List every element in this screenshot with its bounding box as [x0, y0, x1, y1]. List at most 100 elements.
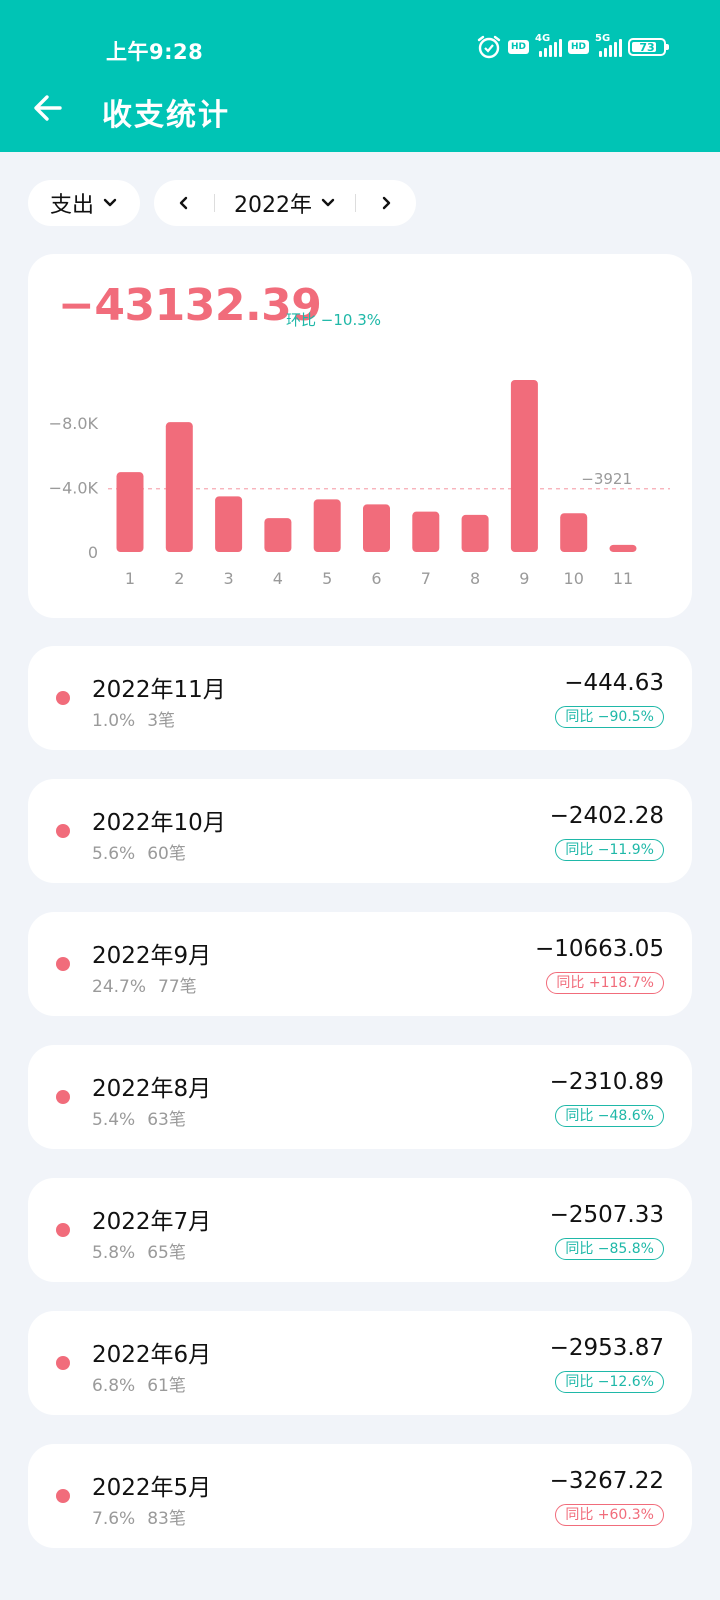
signal-4g-icon: 4G — [535, 33, 562, 57]
month-item[interactable]: 2022年6月 6.8% 61笔 −2953.87 同比 −12.6% — [28, 1311, 692, 1415]
bar-month-2 — [165, 422, 193, 552]
app-bar: 上午9:28 HD 4G HD 5G 73 收支统计 — [0, 0, 720, 152]
month-item[interactable]: 2022年9月 24.7% 77笔 −10663.05 同比 +118.7% — [28, 912, 692, 1016]
yoy-value: −85.8% — [597, 1241, 654, 1257]
yoy-value: −11.9% — [597, 842, 654, 858]
bar-month-10 — [560, 513, 588, 552]
month-count: 3笔 — [147, 711, 176, 731]
x-tick-label: 8 — [470, 569, 480, 588]
month-amount: −3267.22 — [549, 1468, 664, 1494]
month-share: 5.4% — [92, 1110, 136, 1130]
yoy-badge: 同比 −90.5% — [555, 706, 664, 728]
month-count: 60笔 — [147, 844, 186, 864]
month-amount: −2507.33 — [549, 1202, 664, 1228]
yoy-badge: 同比 +118.7% — [546, 972, 664, 994]
month-share: 24.7% — [92, 977, 147, 997]
type-dropdown[interactable]: 支出 — [28, 180, 140, 226]
chevron-left-icon — [179, 196, 188, 210]
divider — [214, 194, 215, 212]
month-title: 2022年11月 — [92, 677, 226, 703]
chevron-down-icon — [103, 198, 117, 207]
month-share: 7.6% — [92, 1509, 136, 1529]
month-item[interactable]: 2022年10月 5.6% 60笔 −2402.28 同比 −11.9% — [28, 779, 692, 883]
x-tick-label: 3 — [224, 569, 234, 588]
month-item[interactable]: 2022年7月 5.8% 65笔 −2507.33 同比 −85.8% — [28, 1178, 692, 1282]
year-dropdown-label: 2022年 — [234, 193, 312, 218]
bar-month-3 — [215, 496, 243, 552]
month-item[interactable]: 2022年8月 5.4% 63笔 −2310.89 同比 −48.6% — [28, 1045, 692, 1149]
yoy-value: +60.3% — [597, 1507, 654, 1523]
month-meta: 1.0% 3笔 — [92, 706, 175, 731]
month-count: 77笔 — [158, 977, 197, 997]
previous-year-button[interactable] — [154, 180, 214, 226]
month-meta: 24.7% 77笔 — [92, 972, 197, 997]
bar-month-9 — [510, 380, 538, 552]
yoy-label: 同比 — [565, 1108, 594, 1124]
mom-value: −10.3% — [320, 311, 382, 329]
hd-icon: HD — [567, 40, 589, 54]
yoy-label: 同比 — [556, 975, 585, 991]
x-tick-label: 6 — [371, 569, 381, 588]
yoy-badge: 同比 +60.3% — [555, 1504, 664, 1526]
bar-month-7 — [412, 511, 440, 552]
month-amount: −2953.87 — [549, 1335, 664, 1361]
year-selector: 2022年 — [154, 180, 416, 226]
yoy-value: −90.5% — [597, 709, 654, 725]
category-dot — [56, 691, 70, 705]
month-title: 2022年5月 — [92, 1475, 212, 1501]
mom-label: 环比 — [286, 311, 317, 329]
yoy-label: 同比 — [565, 1241, 594, 1257]
month-share: 6.8% — [92, 1376, 136, 1396]
month-title: 2022年10月 — [92, 810, 226, 836]
yoy-label: 同比 — [565, 1507, 594, 1523]
year-dropdown[interactable]: 2022年 — [215, 187, 355, 219]
month-amount: −2310.89 — [549, 1069, 664, 1095]
category-dot — [56, 1090, 70, 1104]
battery-icon: 73 — [628, 38, 669, 56]
month-share: 5.6% — [92, 844, 136, 864]
x-tick-label: 5 — [322, 569, 332, 588]
x-tick-label: 10 — [564, 569, 584, 588]
average-label: −3921 — [581, 470, 632, 488]
month-title: 2022年8月 — [92, 1076, 212, 1102]
month-count: 65笔 — [147, 1243, 186, 1263]
category-dot — [56, 1356, 70, 1370]
yoy-value: −12.6% — [597, 1374, 654, 1390]
arrow-left-icon — [34, 95, 62, 121]
bar-month-4 — [264, 518, 292, 552]
month-meta: 5.8% 65笔 — [92, 1238, 186, 1263]
category-dot — [56, 1223, 70, 1237]
month-title: 2022年9月 — [92, 943, 212, 969]
bar-chart: 0 −4.0K −8.0K −3921 1 2 3 4 5 6 7 8 9 10 11 — [49, 380, 670, 588]
month-item[interactable]: 2022年5月 7.6% 83笔 −3267.22 同比 +60.3% — [28, 1444, 692, 1548]
bar-month-8 — [461, 514, 489, 552]
x-tick-label: 9 — [519, 569, 529, 588]
month-share: 5.8% — [92, 1243, 136, 1263]
chart-card: −43132.39 环比 −10.3% 0 −4.0K −8.0K −3921 1 2 3 4… — [28, 254, 692, 618]
month-amount: −2402.28 — [549, 803, 664, 829]
month-item[interactable]: 2022年11月 1.0% 3笔 −444.63 同比 −90.5% — [28, 646, 692, 750]
back-button[interactable] — [28, 88, 68, 128]
month-meta: 6.8% 61笔 — [92, 1371, 186, 1396]
yoy-badge: 同比 −48.6% — [555, 1105, 664, 1127]
month-share: 1.0% — [92, 711, 136, 731]
next-year-button[interactable] — [356, 180, 416, 226]
month-meta: 7.6% 83笔 — [92, 1504, 186, 1529]
y-tick-label: 0 — [88, 543, 98, 562]
month-meta: 5.6% 60笔 — [92, 839, 186, 864]
hd-icon: HD — [507, 40, 529, 54]
y-tick-label: −4.0K — [49, 478, 99, 497]
month-title: 2022年6月 — [92, 1342, 212, 1368]
month-amount: −444.63 — [564, 670, 664, 696]
yoy-badge: 同比 −12.6% — [555, 1371, 664, 1393]
category-dot — [56, 957, 70, 971]
x-tick-label: 2 — [174, 569, 184, 588]
yoy-badge: 同比 −11.9% — [555, 839, 664, 861]
page-title: 收支统计 — [102, 98, 230, 133]
yoy-label: 同比 — [565, 842, 594, 858]
month-over-month: 环比 −10.3% — [286, 309, 381, 330]
month-count: 83笔 — [147, 1509, 186, 1529]
month-amount: −10663.05 — [534, 936, 664, 962]
category-dot — [56, 1489, 70, 1503]
month-title: 2022年7月 — [92, 1209, 212, 1235]
